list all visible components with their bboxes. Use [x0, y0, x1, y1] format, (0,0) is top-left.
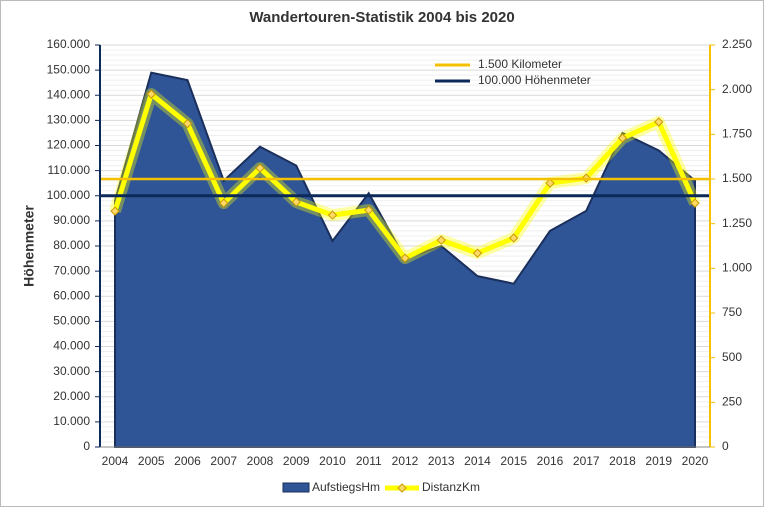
- x-tick-label: 2014: [464, 454, 491, 468]
- chart-title: Wandertouren-Statistik 2004 bis 2020: [249, 9, 514, 26]
- marker: [182, 118, 193, 129]
- y-tick-label: 120.000: [47, 138, 91, 152]
- marker: [545, 178, 555, 188]
- y2-tick-label: 0: [722, 439, 729, 453]
- y-tick-label: 80.000: [53, 238, 90, 252]
- marker: [146, 89, 156, 99]
- marker: [255, 163, 265, 173]
- x-tick-label: 2011: [356, 454, 382, 468]
- y2-tick-label: 500: [722, 350, 742, 364]
- x-tick-label: 2010: [319, 454, 346, 468]
- legend-swatch: [282, 482, 310, 493]
- y2-tick-label: 2.000: [722, 82, 752, 96]
- x-tick-label: 2012: [392, 454, 419, 468]
- y-tick-label: 70.000: [53, 263, 90, 277]
- x-tick-label: 2005: [138, 454, 165, 468]
- marker: [436, 235, 446, 245]
- y-tick-label: 20.000: [53, 389, 90, 403]
- marker: [617, 133, 628, 143]
- y-tick-label: 150.000: [47, 62, 91, 76]
- marker: [509, 233, 519, 243]
- y-tick-label: 90.000: [53, 213, 90, 227]
- y2-tick-label: 750: [722, 305, 742, 319]
- marker: [690, 198, 700, 208]
- y-tick-label: 40.000: [53, 339, 90, 353]
- x-tick-label: 2009: [283, 454, 310, 468]
- marker: [472, 248, 483, 258]
- y-tick-label: 0: [83, 439, 90, 453]
- x-tick-label: 2007: [210, 454, 237, 468]
- marker: [654, 117, 664, 127]
- y-tick-label: 50.000: [53, 314, 90, 328]
- x-tick-label: 2017: [573, 454, 600, 468]
- y-tick-label: 140.000: [47, 87, 91, 101]
- x-tick-label: 2006: [174, 454, 201, 468]
- y2-tick-label: 1.250: [722, 216, 752, 230]
- y-axis-label: Höhenmeter: [21, 205, 37, 287]
- y2-tick-label: 1.000: [722, 261, 752, 275]
- y2-tick-label: 250: [722, 395, 742, 409]
- y-tick-label: 100.000: [47, 188, 91, 202]
- y2-tick-label: 1.500: [722, 171, 752, 185]
- legend-label: 100.000 Höhenmeter: [478, 73, 591, 87]
- x-tick-label: 2013: [428, 454, 455, 468]
- y-tick-label: 30.000: [53, 364, 90, 378]
- y-tick-label: 60.000: [53, 288, 90, 302]
- legend-label: 1.500 Kilometer: [478, 57, 562, 71]
- x-tick-label: 2020: [682, 454, 709, 468]
- y2-tick-label: 2.250: [722, 37, 752, 51]
- y-tick-label: 160.000: [47, 37, 91, 51]
- x-tick-label: 2004: [102, 454, 129, 468]
- x-tick-label: 2016: [537, 454, 564, 468]
- x-tick-label: 2018: [609, 454, 636, 468]
- y2-tick-label: 1.750: [722, 127, 752, 141]
- marker: [219, 198, 229, 208]
- legend-label: AufstiegsHm: [312, 480, 380, 494]
- x-tick-label: 2015: [500, 454, 527, 468]
- y-tick-label: 130.000: [47, 113, 91, 127]
- marker: [364, 205, 374, 215]
- legend-marker: [397, 483, 407, 493]
- marker: [327, 210, 338, 220]
- x-tick-label: 2008: [247, 454, 274, 468]
- y-tick-label: 10.000: [53, 414, 90, 428]
- legend-label: DistanzKm: [422, 480, 480, 494]
- x-tick-label: 2019: [645, 454, 672, 468]
- marker: [400, 253, 410, 263]
- y-tick-label: 110.000: [48, 163, 91, 177]
- marker: [110, 206, 120, 216]
- marker: [291, 197, 301, 207]
